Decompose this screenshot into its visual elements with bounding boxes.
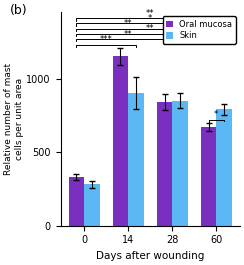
Bar <box>113 56 128 226</box>
Bar <box>201 127 216 226</box>
Text: *: * <box>214 111 218 120</box>
Text: **: ** <box>146 24 154 33</box>
Bar <box>157 102 172 226</box>
Bar <box>216 109 232 226</box>
Text: **: ** <box>146 9 154 18</box>
X-axis label: Days after wounding: Days after wounding <box>96 251 204 261</box>
Text: *: * <box>148 14 152 23</box>
Legend: Oral mucosa, Skin: Oral mucosa, Skin <box>163 16 236 44</box>
Text: **: ** <box>124 29 132 38</box>
Bar <box>69 177 84 226</box>
Text: ***: *** <box>100 36 112 44</box>
Bar <box>172 100 188 226</box>
Bar <box>128 93 143 226</box>
Y-axis label: Relative number of mast
cells per unit area: Relative number of mast cells per unit a… <box>4 63 24 175</box>
Bar <box>84 184 100 226</box>
Text: **: ** <box>124 19 132 28</box>
Text: (b): (b) <box>10 4 28 17</box>
